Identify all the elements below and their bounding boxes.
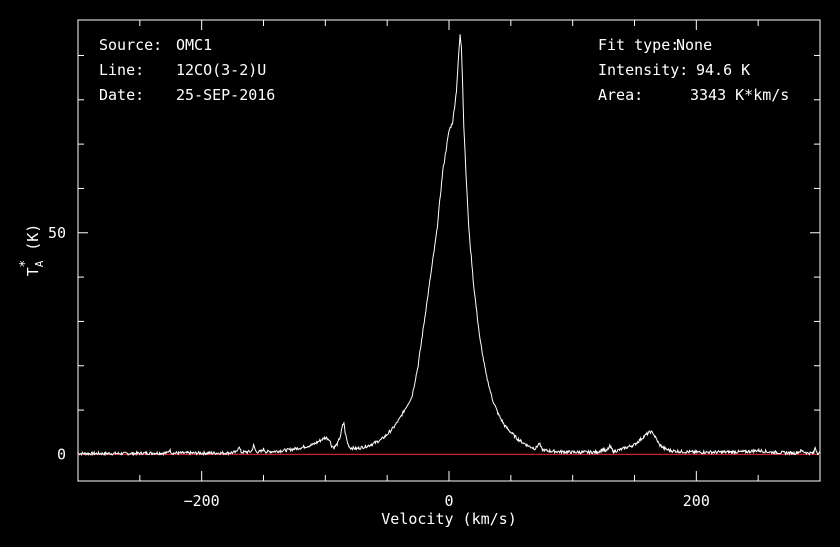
info-intensity-value: 94.6 K (696, 61, 750, 79)
info-intensity-key: Intensity: (598, 61, 688, 79)
y-axis-label-unit: (K) (24, 224, 42, 260)
plot-series (77, 34, 821, 457)
y-axis-label-superscript: * (18, 260, 33, 268)
axis-ticks (77, 20, 821, 481)
info-line-value: 12CO(3-2)U (176, 61, 266, 79)
y-tick-label: 0 (57, 445, 66, 463)
info-fit-type-value: None (676, 36, 712, 54)
axis-tick-labels: −200 0 200 0 50 (48, 224, 710, 510)
info-date-value: 25-SEP-2016 (176, 86, 275, 104)
y-axis-label: TA* (K) (18, 224, 46, 277)
info-fit-type-key: Fit type: (598, 36, 679, 54)
x-tick-label: 0 (444, 492, 453, 510)
info-area-key: Area: (598, 86, 643, 104)
x-axis-label: Velocity (km/s) (381, 510, 516, 528)
info-line-key: Line: (99, 61, 144, 79)
y-tick-label: 50 (48, 224, 66, 242)
info-area-value: 3343 K*km/s (690, 86, 789, 104)
info-source-key: Source: (99, 36, 162, 54)
x-tick-label: 200 (683, 492, 710, 510)
y-axis-label-subscript: A (33, 260, 46, 267)
y-axis-label-main: T (24, 267, 42, 276)
info-date-key: Date: (99, 86, 144, 104)
x-tick-label: −200 (184, 492, 220, 510)
info-block-left: Source: OMC1 Line: 12CO(3-2)U Date: 25-S… (99, 36, 275, 104)
info-source-value: OMC1 (176, 36, 212, 54)
spectrum-line (77, 34, 821, 457)
info-block-right: Fit type: None Intensity: 94.6 K Area: 3… (598, 36, 789, 104)
